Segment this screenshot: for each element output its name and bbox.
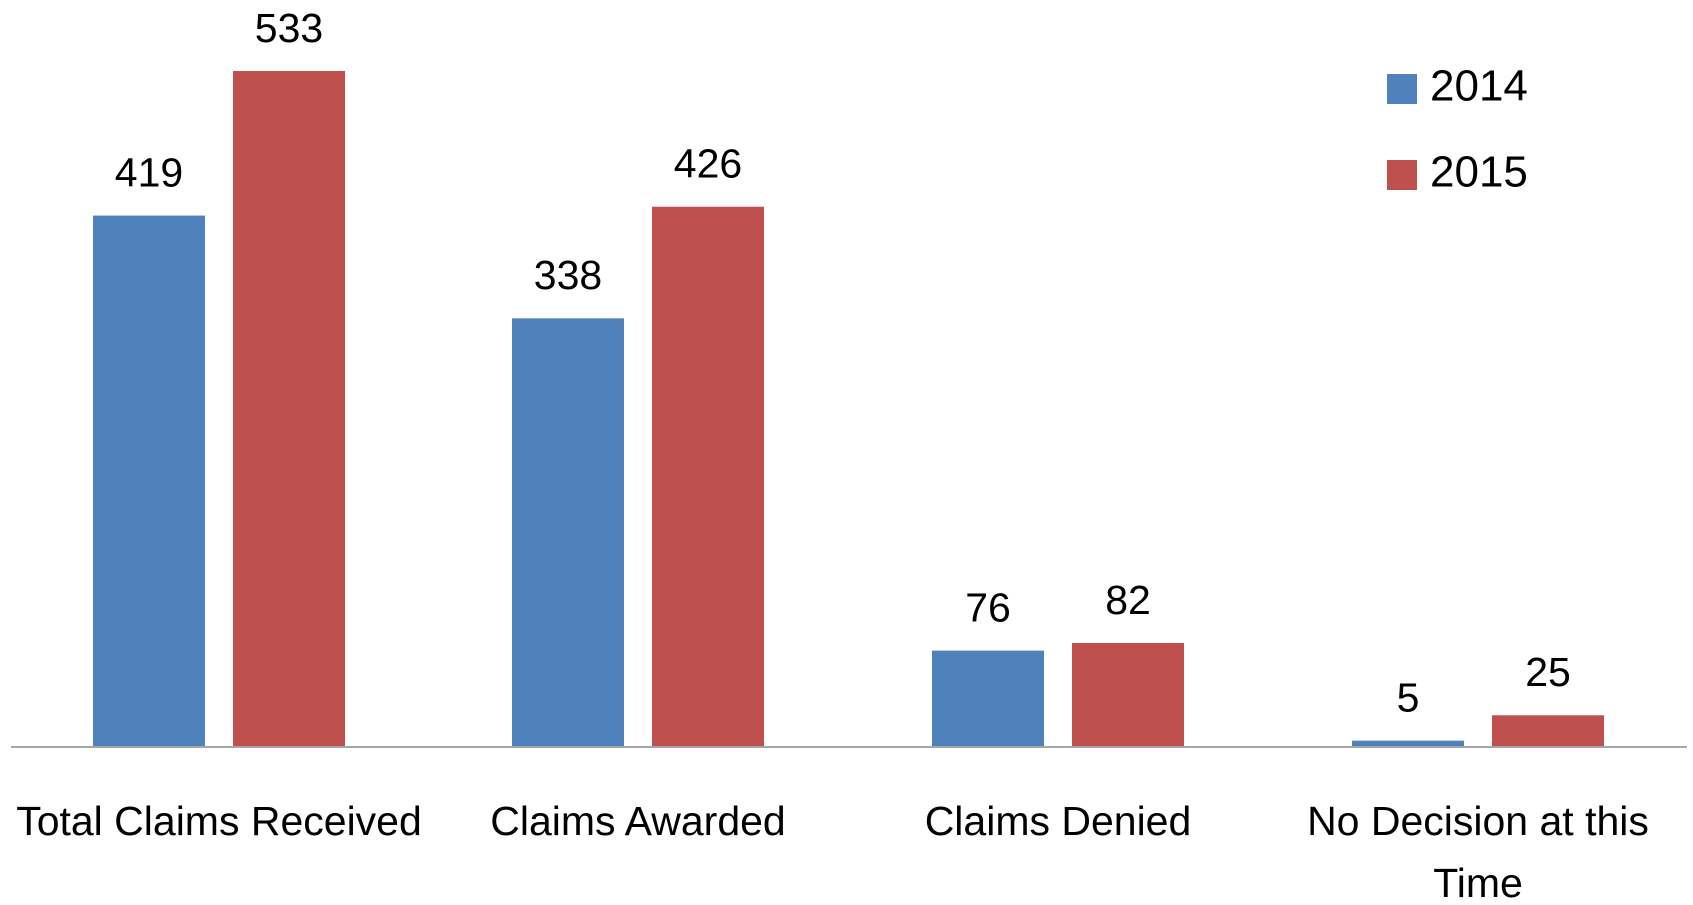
bar bbox=[512, 318, 624, 747]
data-label: 338 bbox=[534, 252, 602, 298]
legend-label: 2015 bbox=[1430, 148, 1528, 197]
data-label: 25 bbox=[1525, 649, 1571, 695]
x-tick-label: Claims Awarded bbox=[490, 798, 786, 844]
bar bbox=[1352, 740, 1464, 747]
bar bbox=[932, 650, 1044, 747]
data-label: 76 bbox=[965, 584, 1011, 630]
x-tick-label: No Decision at this Time bbox=[1307, 798, 1649, 905]
data-label: 5 bbox=[1397, 674, 1420, 720]
bar bbox=[652, 206, 764, 747]
data-label: 533 bbox=[255, 5, 323, 51]
bar bbox=[1492, 715, 1604, 747]
bar bbox=[1072, 643, 1184, 747]
legend-label: 2014 bbox=[1430, 62, 1528, 111]
legend-swatch bbox=[1387, 74, 1417, 104]
bar bbox=[233, 71, 345, 747]
data-label: 419 bbox=[115, 149, 183, 195]
x-tick-label: Claims Denied bbox=[924, 798, 1192, 844]
x-tick-label: Total Claims Received bbox=[16, 798, 422, 844]
legend-swatch bbox=[1387, 160, 1417, 190]
data-label: 82 bbox=[1105, 577, 1151, 623]
bar bbox=[93, 215, 205, 747]
data-label: 426 bbox=[674, 141, 742, 187]
